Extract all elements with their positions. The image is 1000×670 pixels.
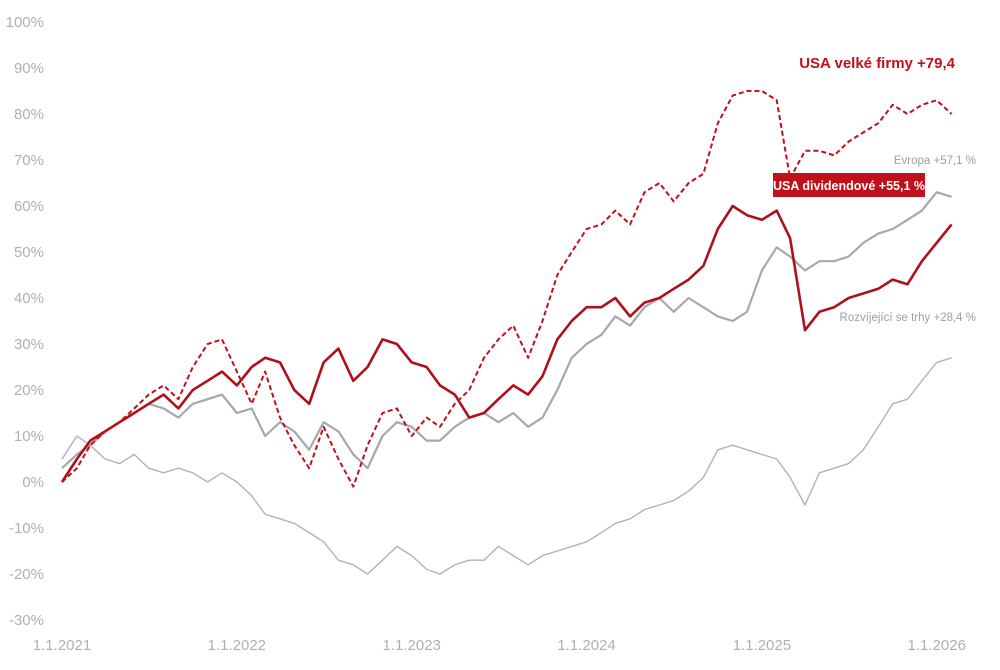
y-tick-label: 100% xyxy=(6,14,44,31)
y-tick-label: 80% xyxy=(14,106,44,123)
label-emerging-markets: Rozvíjející se trhy +28,4 % xyxy=(840,312,976,324)
y-tick-label: 10% xyxy=(14,428,44,445)
x-axis: 1.1.2021 1.1.2022 1.1.2023 1.1.2024 1.1.2025… xyxy=(33,637,966,654)
label-europe: Evropa +57,1 % xyxy=(894,155,976,167)
series-layer xyxy=(60,90,953,575)
y-tick-label: 50% xyxy=(14,244,44,261)
y-tick-label: 90% xyxy=(14,60,44,77)
series-line-0 xyxy=(61,90,953,488)
y-tick-label: 0% xyxy=(22,474,44,491)
y-tick-label: 20% xyxy=(14,382,44,399)
x-tick-label: 1.1.2025 xyxy=(733,637,791,654)
series-line-3 xyxy=(61,357,952,575)
y-tick-label: 30% xyxy=(14,336,44,353)
y-tick-label: 70% xyxy=(14,152,44,169)
x-tick-label: 1.1.2021 xyxy=(33,637,91,654)
x-tick-label: 1.1.2024 xyxy=(557,637,615,654)
series-line-2 xyxy=(61,191,952,470)
label-usa-dividend-box xyxy=(773,173,925,197)
y-tick-label: 60% xyxy=(14,198,44,215)
y-tick-label: -30% xyxy=(9,612,44,629)
label-usa-dividend: USA dividendové +55,1 % xyxy=(773,179,925,193)
x-tick-label: 1.1.2026 xyxy=(908,637,966,654)
annotation-layer: USA velké firmy +79,4 USA dividendové +5… xyxy=(773,55,976,324)
x-tick-label: 1.1.2022 xyxy=(208,637,266,654)
y-tick-label: 40% xyxy=(14,290,44,307)
label-usa-large-caps: USA velké firmy +79,4 xyxy=(799,55,955,72)
y-tick-label: -10% xyxy=(9,520,44,537)
y-axis: -30% -20% -10% 0% 10% 20% 30% 40% 50% 60% 70% 80% 90… xyxy=(6,14,44,629)
series-line-1 xyxy=(60,204,953,483)
y-tick-label: -20% xyxy=(9,566,44,583)
x-tick-label: 1.1.2023 xyxy=(383,637,441,654)
